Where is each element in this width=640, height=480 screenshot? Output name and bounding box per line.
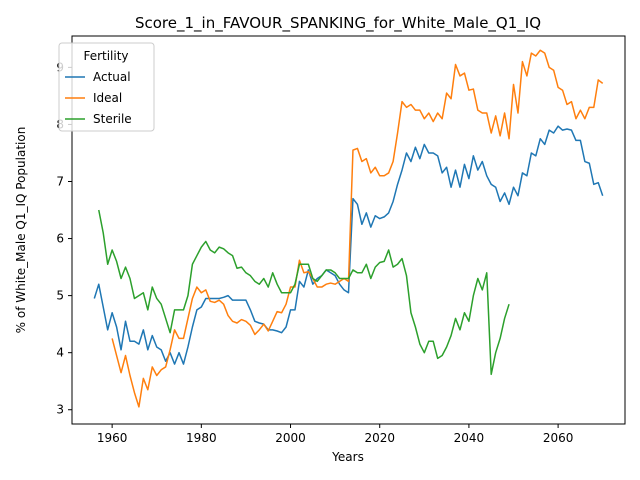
chart-title: Score_1_in_FAVOUR_SPANKING_for_White_Mal… [135, 14, 541, 33]
legend-label-sterile: Sterile [93, 112, 132, 126]
y-axis-label: % of White_Male Q1_IQ Population [14, 127, 28, 334]
x-tick-label: 2020 [364, 431, 395, 445]
series-line-actual [93, 125, 604, 365]
y-tick-label: 5 [56, 289, 64, 303]
series-line-sterile [98, 209, 510, 376]
series-line-ideal [111, 49, 604, 408]
x-tick-label: 1980 [186, 431, 217, 445]
legend-box [58, 42, 155, 132]
legend-label-actual: Actual [93, 70, 131, 84]
x-axis: 1960 1980 2000 2020 2040 2060 [97, 424, 574, 445]
x-tick-label: 2060 [543, 431, 574, 445]
x-tick-label: 2000 [275, 431, 306, 445]
series-layer [93, 49, 604, 408]
x-tick-label: 2040 [454, 431, 485, 445]
y-tick-label: 6 [56, 232, 64, 246]
legend: Fertility Actual Ideal Sterile [58, 42, 155, 132]
legend-label-ideal: Ideal [93, 91, 122, 105]
plot-frame [71, 35, 626, 425]
y-tick-label: 4 [56, 346, 64, 360]
y-tick-label: 3 [56, 403, 64, 417]
x-axis-label: Years [331, 450, 364, 464]
x-tick-label: 1960 [97, 431, 128, 445]
y-tick-label: 7 [56, 175, 64, 189]
legend-title: Fertility [83, 49, 128, 63]
